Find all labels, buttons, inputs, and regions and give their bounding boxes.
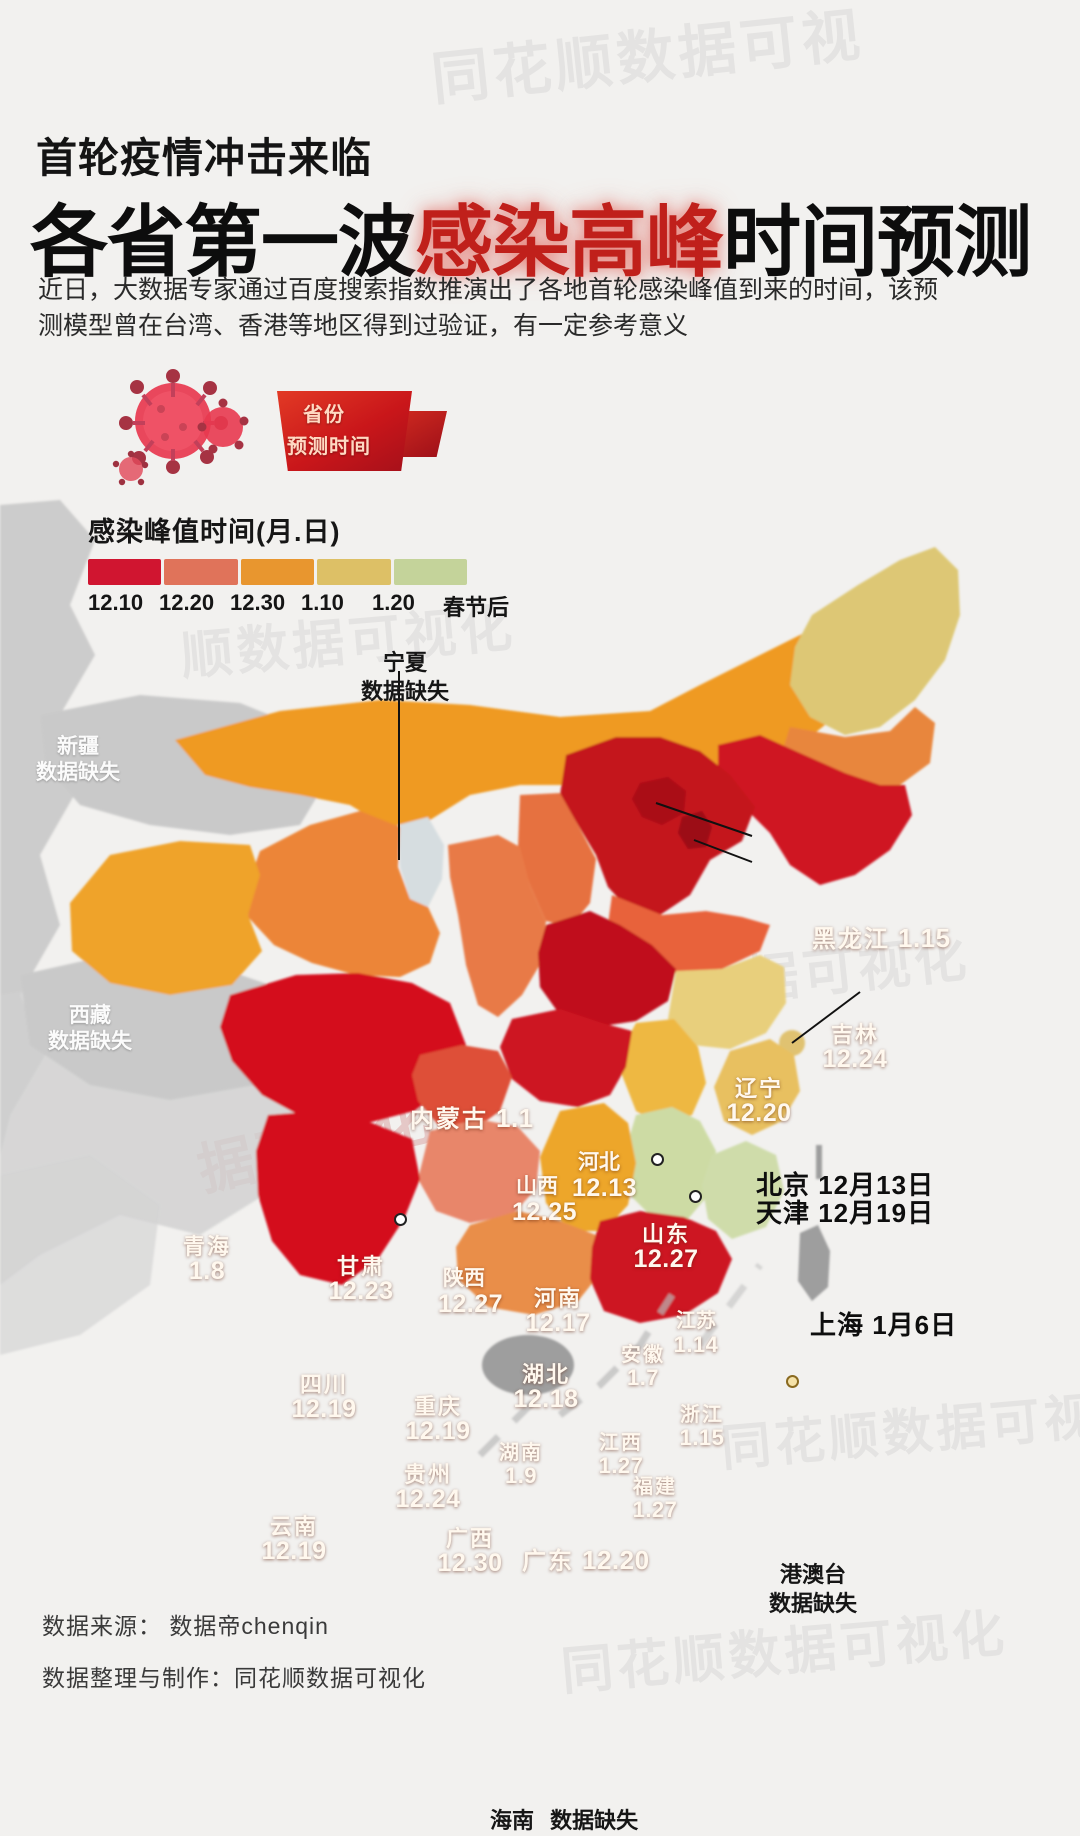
title-post: 时间预测 [723,198,1032,286]
legend-swatch-0 [88,559,162,585]
legend-tick-3: 1.10 [301,590,344,615]
map-label-gangaotai: 港澳台 数据缺失 [748,1561,878,1618]
callout-tianjin: 天津 12月19日 [756,1198,935,1228]
legend-ribbon [277,391,412,471]
header: 首轮疫情冲击来临 各省第一波感染高峰时间预测 近日，大数据专家通过百度搜索指数推… [0,0,1080,355]
label-name: 福建 [633,1476,677,1498]
footer-credit: 数据整理与制作：同花顺数据可视化 [42,1665,426,1691]
page-title: 各省第一波感染高峰时间预测 [30,180,1032,292]
legend-tick-1: 12.20 [159,590,215,615]
map-label-yunnan: 云南 12.19 [248,1515,340,1564]
map-label-hainan: 海南 数据缺失 [490,1807,638,1836]
callout-dot-tianjin [689,1190,702,1203]
callout-dot-shanghai [786,1375,799,1388]
title-highlight: 感染高峰 [415,198,724,286]
map-label-ningxia: 宁夏 数据缺失 [345,649,465,706]
kicker-text: 首轮疫情冲击来临 [36,135,372,181]
footer: 数据来源： 数据帝chenqin 数据整理与制作：同花顺数据可视化 [42,1607,426,1711]
virus-icon [112,369,249,486]
label-value: 12.19 [261,1537,327,1566]
legend-tick-5: 春节后 [443,595,510,620]
legend-swatch-2 [240,559,315,585]
label-name: 广西 [445,1526,494,1551]
legend-swatch-3 [317,559,391,585]
label-value: 12.24 [395,1485,461,1514]
callout-dot-ningxia [394,1213,407,1226]
legend-swatches [88,559,470,585]
legend-swatch-4 [393,559,468,585]
virus-badge: 省份 预测时间 [95,365,447,490]
label-name: 广东 [522,1548,574,1575]
footer-source: 数据来源： 数据帝chenqin [42,1613,329,1639]
legend-tick-2: 12.30 [230,590,286,615]
color-scale-legend: 感染峰值时间(月.日) 12.10 12.20 12.30 1.10 1.20 … [88,510,509,622]
callout-dot-beijing [651,1153,664,1166]
title-pre: 各省第一波 [30,198,416,286]
label-value: 12.30 [437,1549,503,1578]
callout-beijing: 北京 12月13日 [756,1170,935,1200]
label-value: 12.20 [582,1545,650,1575]
map-label-guangxi: 广西 12.30 [424,1527,516,1576]
legend-title: 感染峰值时间(月.日) [88,517,341,547]
legend-swatch-1 [164,559,238,585]
legend-tick-4: 1.20 [372,590,415,615]
label-name: 云南 [269,1514,318,1539]
ribbon-label-province: 省份 [303,404,345,426]
legend-tick-0: 12.10 [88,590,144,615]
label-note: 数据缺失 [768,1590,857,1616]
ribbon-label-predicted-time: 预测时间 [287,436,371,458]
label-value: 1.27 [632,1497,678,1522]
label-name: 海南 [490,1808,535,1833]
callout-shanghai: 上海 1月6日 [810,1310,958,1340]
label-name: 港澳台 [779,1562,846,1587]
callout-leader-lines [398,671,861,1044]
china-choropleth-map [0,500,960,1458]
subtitle-text: 近日，大数据专家通过百度搜索指数推演出了各地首轮感染峰值到来的时间，该预测模型曾… [38,276,939,340]
legend-scale-labels: 12.10 12.20 12.30 1.10 1.20 春节后 [88,590,553,622]
map-label-fujian: 福建 1.27 [624,1476,686,1522]
label-note: 数据缺失 [360,678,449,704]
map-container: 省份 预测时间 感染峰值时间(月.日) 12.10 12.20 12.30 1.… [0,355,1080,1833]
label-note: 数据缺失 [550,1808,639,1833]
map-label-guangdong: 广东 12.20 [522,1545,650,1575]
label-name: 宁夏 [382,650,427,675]
